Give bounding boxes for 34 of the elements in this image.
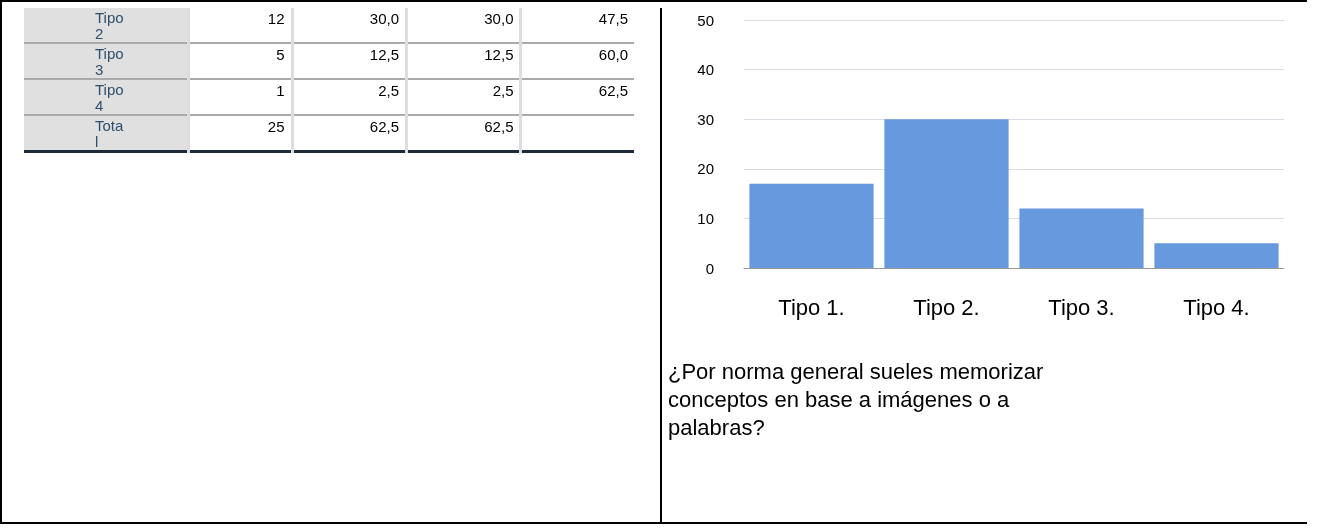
category-label: Tipo 3	[95, 45, 125, 78]
x-tick-label: Tipo 1.	[778, 294, 845, 320]
x-tick-label: Tipo 4.	[1183, 294, 1250, 320]
data-label: 2,5	[292, 79, 407, 115]
y-tick-label: 50	[697, 11, 714, 29]
bar	[884, 119, 1009, 268]
bar	[1154, 243, 1279, 268]
data-label: 12	[188, 8, 293, 43]
data-label: 25	[188, 115, 293, 152]
data-label: 62,5	[292, 115, 407, 152]
y-tick-label: 0	[705, 259, 714, 277]
data-label: 12,5	[292, 43, 407, 79]
data-label: 5	[188, 43, 293, 79]
bar	[1019, 208, 1144, 268]
data-label: 2,5	[406, 79, 521, 115]
category-label: Tipo 2	[95, 9, 125, 42]
x-tick-label: Tipo 3.	[1048, 294, 1115, 320]
x-tick-label: Tipo 2.	[913, 294, 980, 320]
y-tick-label: 20	[697, 160, 714, 178]
data-label: 62,5	[520, 79, 634, 115]
data-label: 12,5	[406, 43, 521, 79]
category-label: Tipo 4	[95, 81, 125, 114]
y-tick-label: 40	[697, 61, 714, 79]
text: ¿Por norma general sueles memorizar conceptos en base a imágenes o a palabras?	[667, 358, 1045, 442]
category-label: Total	[95, 117, 125, 150]
data-label: 62,5	[406, 115, 521, 152]
y-tick-label: 30	[697, 110, 714, 128]
data-label: 1	[188, 79, 293, 115]
data-label: 60,0	[520, 43, 634, 79]
bar	[749, 183, 874, 268]
data-label: 47,5	[520, 8, 634, 43]
data-label: 30,0	[406, 8, 521, 43]
y-tick-label: 10	[697, 209, 714, 227]
data-label: 30,0	[292, 8, 407, 43]
